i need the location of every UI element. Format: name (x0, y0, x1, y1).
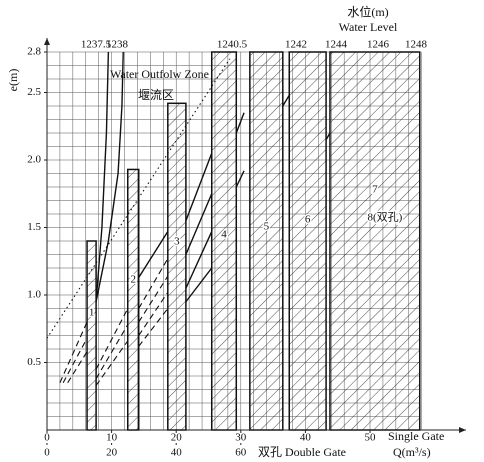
curve-solid (138, 231, 169, 278)
curve-dashed (95, 324, 129, 379)
zone-label: 3 (174, 236, 180, 248)
x2-tick-label: 60 (235, 447, 247, 459)
zone-label: 6 (305, 214, 311, 226)
x2-tick-label: 0 (44, 447, 50, 459)
x-axis-label: Single Gate (388, 429, 444, 443)
top-title-cn: 水位(m) (347, 4, 388, 19)
curve-solid (185, 231, 213, 289)
marks (46, 51, 421, 431)
y-tick-label: 2.0 (27, 154, 41, 166)
water-level-label: 1240.5 (217, 39, 248, 51)
zone-bar (329, 51, 421, 431)
curve-solid (95, 51, 124, 302)
zone-bar (210, 51, 238, 431)
curve-dotted (46, 58, 231, 339)
curve-solid (235, 112, 245, 134)
zone-bar (127, 168, 140, 431)
y-axis-label: e(m) (6, 69, 20, 92)
zone-label-cn: 堰流区 (138, 88, 174, 102)
curve-dashed (138, 275, 169, 323)
x2-axis-label: 双孔 Double Gate (258, 445, 346, 459)
curve-solid (282, 94, 290, 107)
zone-label: 5 (264, 221, 270, 233)
curve-dashed (67, 351, 88, 384)
curve-dashed (95, 340, 129, 386)
x-tick-label: 0 (44, 432, 50, 444)
zone-bar (249, 51, 284, 431)
curve-solid (185, 267, 213, 303)
water-level-label: 1246 (367, 39, 390, 51)
water-level-label: 1242 (285, 39, 307, 51)
y-tick-label: 1.0 (27, 289, 41, 301)
x-tick-label: 30 (235, 432, 247, 444)
x2-tick-label: 40 (171, 447, 183, 459)
y-tick-label: 1.5 (27, 221, 41, 233)
curve-dashed (95, 308, 129, 370)
x-tick-label: 20 (171, 432, 183, 444)
x-tick-label: 50 (365, 432, 377, 444)
zone-label: 2 (130, 274, 136, 286)
zone-bar (167, 102, 187, 431)
curve-dashed (59, 321, 88, 383)
x-unit: Q(m³/s) (393, 445, 431, 459)
zone-label: 7 (372, 184, 378, 196)
y-tick-label: 2.5 (27, 86, 41, 98)
x-tick-label: 10 (106, 432, 118, 444)
water-level-label: 1248 (405, 39, 428, 51)
water-level-label: 1237.5 (81, 39, 112, 51)
zone-bar (288, 51, 327, 431)
curve-solid (95, 51, 110, 302)
y-tick-label: 2.8 (27, 46, 41, 58)
curve-dashed (138, 291, 169, 336)
curve-solid (185, 152, 213, 222)
zone-label: 1 (89, 307, 95, 319)
zone-8-label: 8(双孔) (367, 211, 402, 224)
x2-tick-label: 20 (106, 447, 118, 459)
water-level-label: 1238 (106, 39, 129, 51)
water-level-label: 1244 (325, 39, 348, 51)
curve-solid (185, 193, 213, 255)
zone-label-en: Water Outfolw Zone (110, 67, 209, 81)
x-tick-label: 40 (300, 432, 312, 444)
top-title-en: Water Level (339, 20, 398, 34)
curve-solid (325, 132, 331, 141)
curve-dashed (62, 337, 88, 384)
curve-solid (235, 170, 245, 188)
y-tick-label: 0.5 (27, 356, 41, 368)
curve-dashed (138, 308, 169, 347)
zone-label: 4 (221, 229, 227, 241)
